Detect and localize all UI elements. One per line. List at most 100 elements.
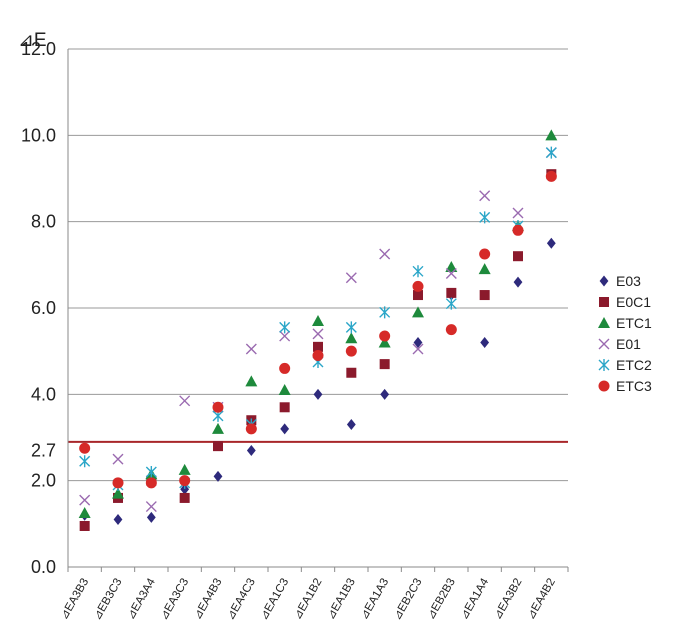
data-point [445, 260, 458, 272]
data-point [412, 306, 424, 318]
data-point [345, 332, 358, 344]
series-etc1 [78, 129, 558, 519]
y-tick-label: 4.0 [31, 384, 56, 404]
series-e01 [79, 147, 557, 513]
data-point [412, 343, 424, 355]
data-point [113, 514, 123, 526]
x-tick-label: ⊿EA3A4 [125, 576, 158, 622]
data-point [512, 207, 524, 219]
data-point [412, 265, 424, 278]
x-tick-label: ⊿EA3B2 [491, 577, 524, 622]
data-point [346, 367, 357, 378]
data-point [513, 276, 523, 288]
data-point [545, 129, 558, 141]
data-point [513, 251, 523, 262]
legend-label: ETC3 [616, 378, 652, 394]
data-point [479, 211, 491, 224]
data-point [178, 463, 191, 475]
x-tick-label: ⊿EB3C3 [91, 577, 124, 623]
data-point [480, 337, 490, 349]
data-point [279, 402, 290, 413]
data-point [445, 267, 457, 279]
legend-marker [598, 359, 610, 371]
data-point [279, 362, 291, 374]
y-tick-label: 2.7 [31, 440, 56, 460]
x-tick-label: ⊿EA4B3 [191, 577, 224, 622]
data-point [179, 395, 191, 407]
data-point [278, 384, 291, 396]
legend-marker [599, 297, 609, 307]
x-tick-label: ⊿EA3B3 [58, 577, 91, 622]
x-tick-label: ⊿EB2B3 [425, 577, 458, 622]
data-point [145, 477, 157, 489]
data-point [479, 190, 491, 202]
data-point [180, 483, 190, 495]
legend-label: E03 [616, 273, 641, 289]
data-point [479, 248, 491, 260]
x-tick-label: ⊿EB2C3 [391, 577, 424, 623]
data-point [312, 314, 324, 326]
data-point [445, 324, 457, 336]
data-point [479, 290, 490, 301]
data-point [412, 280, 424, 292]
gridlines [68, 48, 568, 482]
x-tick-label: ⊿EA1A4 [458, 576, 491, 622]
x-tick-label: ⊿EA1A3 [358, 577, 391, 622]
data-point [213, 470, 223, 482]
x-tick-label: ⊿EA1B3 [325, 577, 358, 622]
axes [67, 49, 569, 572]
data-point [79, 442, 91, 454]
legend-label: ETC1 [616, 315, 652, 331]
data-point [280, 423, 290, 435]
data-point [545, 146, 557, 159]
data-point [313, 341, 323, 352]
data-point [445, 297, 457, 310]
data-point [279, 330, 291, 342]
y-tick-label: 12.0 [21, 39, 56, 59]
data-point [179, 475, 191, 487]
data-point [245, 375, 258, 387]
data-point [79, 494, 91, 506]
legend-marker [598, 338, 610, 350]
data-point [213, 441, 223, 452]
y-tick-label: 0.0 [31, 557, 56, 577]
data-point [313, 388, 323, 400]
x-tick-labels: ⊿EA3B3 ⊿EB3C3 ⊿EA3A4 ⊿EA3C3 ⊿EA4B3 ⊿EA4C3 ⊿EA1… [58, 576, 558, 622]
y-tick-labels: 0.0 2.0 2.7 4.0 6.0 8.0 10.0 12.0 [21, 39, 56, 577]
data-point [312, 349, 324, 361]
data-point [146, 511, 156, 523]
data-point [345, 272, 357, 284]
data-point [145, 466, 157, 479]
legend: E03 E0C1 ETC1 E01 ETC2 ETC3 [598, 273, 652, 394]
x-tick-label: ⊿EA4C3 [225, 577, 258, 623]
data-point [112, 477, 124, 489]
legend-label: E0C1 [616, 294, 651, 310]
data-point [79, 520, 90, 531]
data-points [78, 129, 558, 531]
data-point [379, 248, 391, 260]
data-point [413, 337, 423, 349]
y-tick-label: 6.0 [31, 298, 56, 318]
x-tick-label: ⊿EA1C3 [258, 577, 291, 623]
legend-marker [598, 380, 610, 392]
data-point [246, 444, 256, 456]
data-point [413, 290, 423, 301]
data-point [212, 401, 224, 413]
data-point [446, 287, 457, 298]
data-point [379, 306, 391, 319]
data-point [345, 345, 357, 357]
data-point [112, 453, 124, 465]
data-point [212, 422, 224, 434]
data-point [179, 492, 190, 503]
data-point [145, 501, 157, 513]
y-axis-title: ⊿E [18, 30, 47, 51]
data-point [345, 321, 357, 334]
x-tick-label: ⊿EA3C3 [158, 577, 191, 623]
data-point [112, 487, 124, 499]
data-point [346, 419, 356, 431]
data-point [546, 237, 556, 249]
data-point [279, 321, 291, 334]
data-point [380, 388, 390, 400]
data-point [512, 224, 524, 236]
